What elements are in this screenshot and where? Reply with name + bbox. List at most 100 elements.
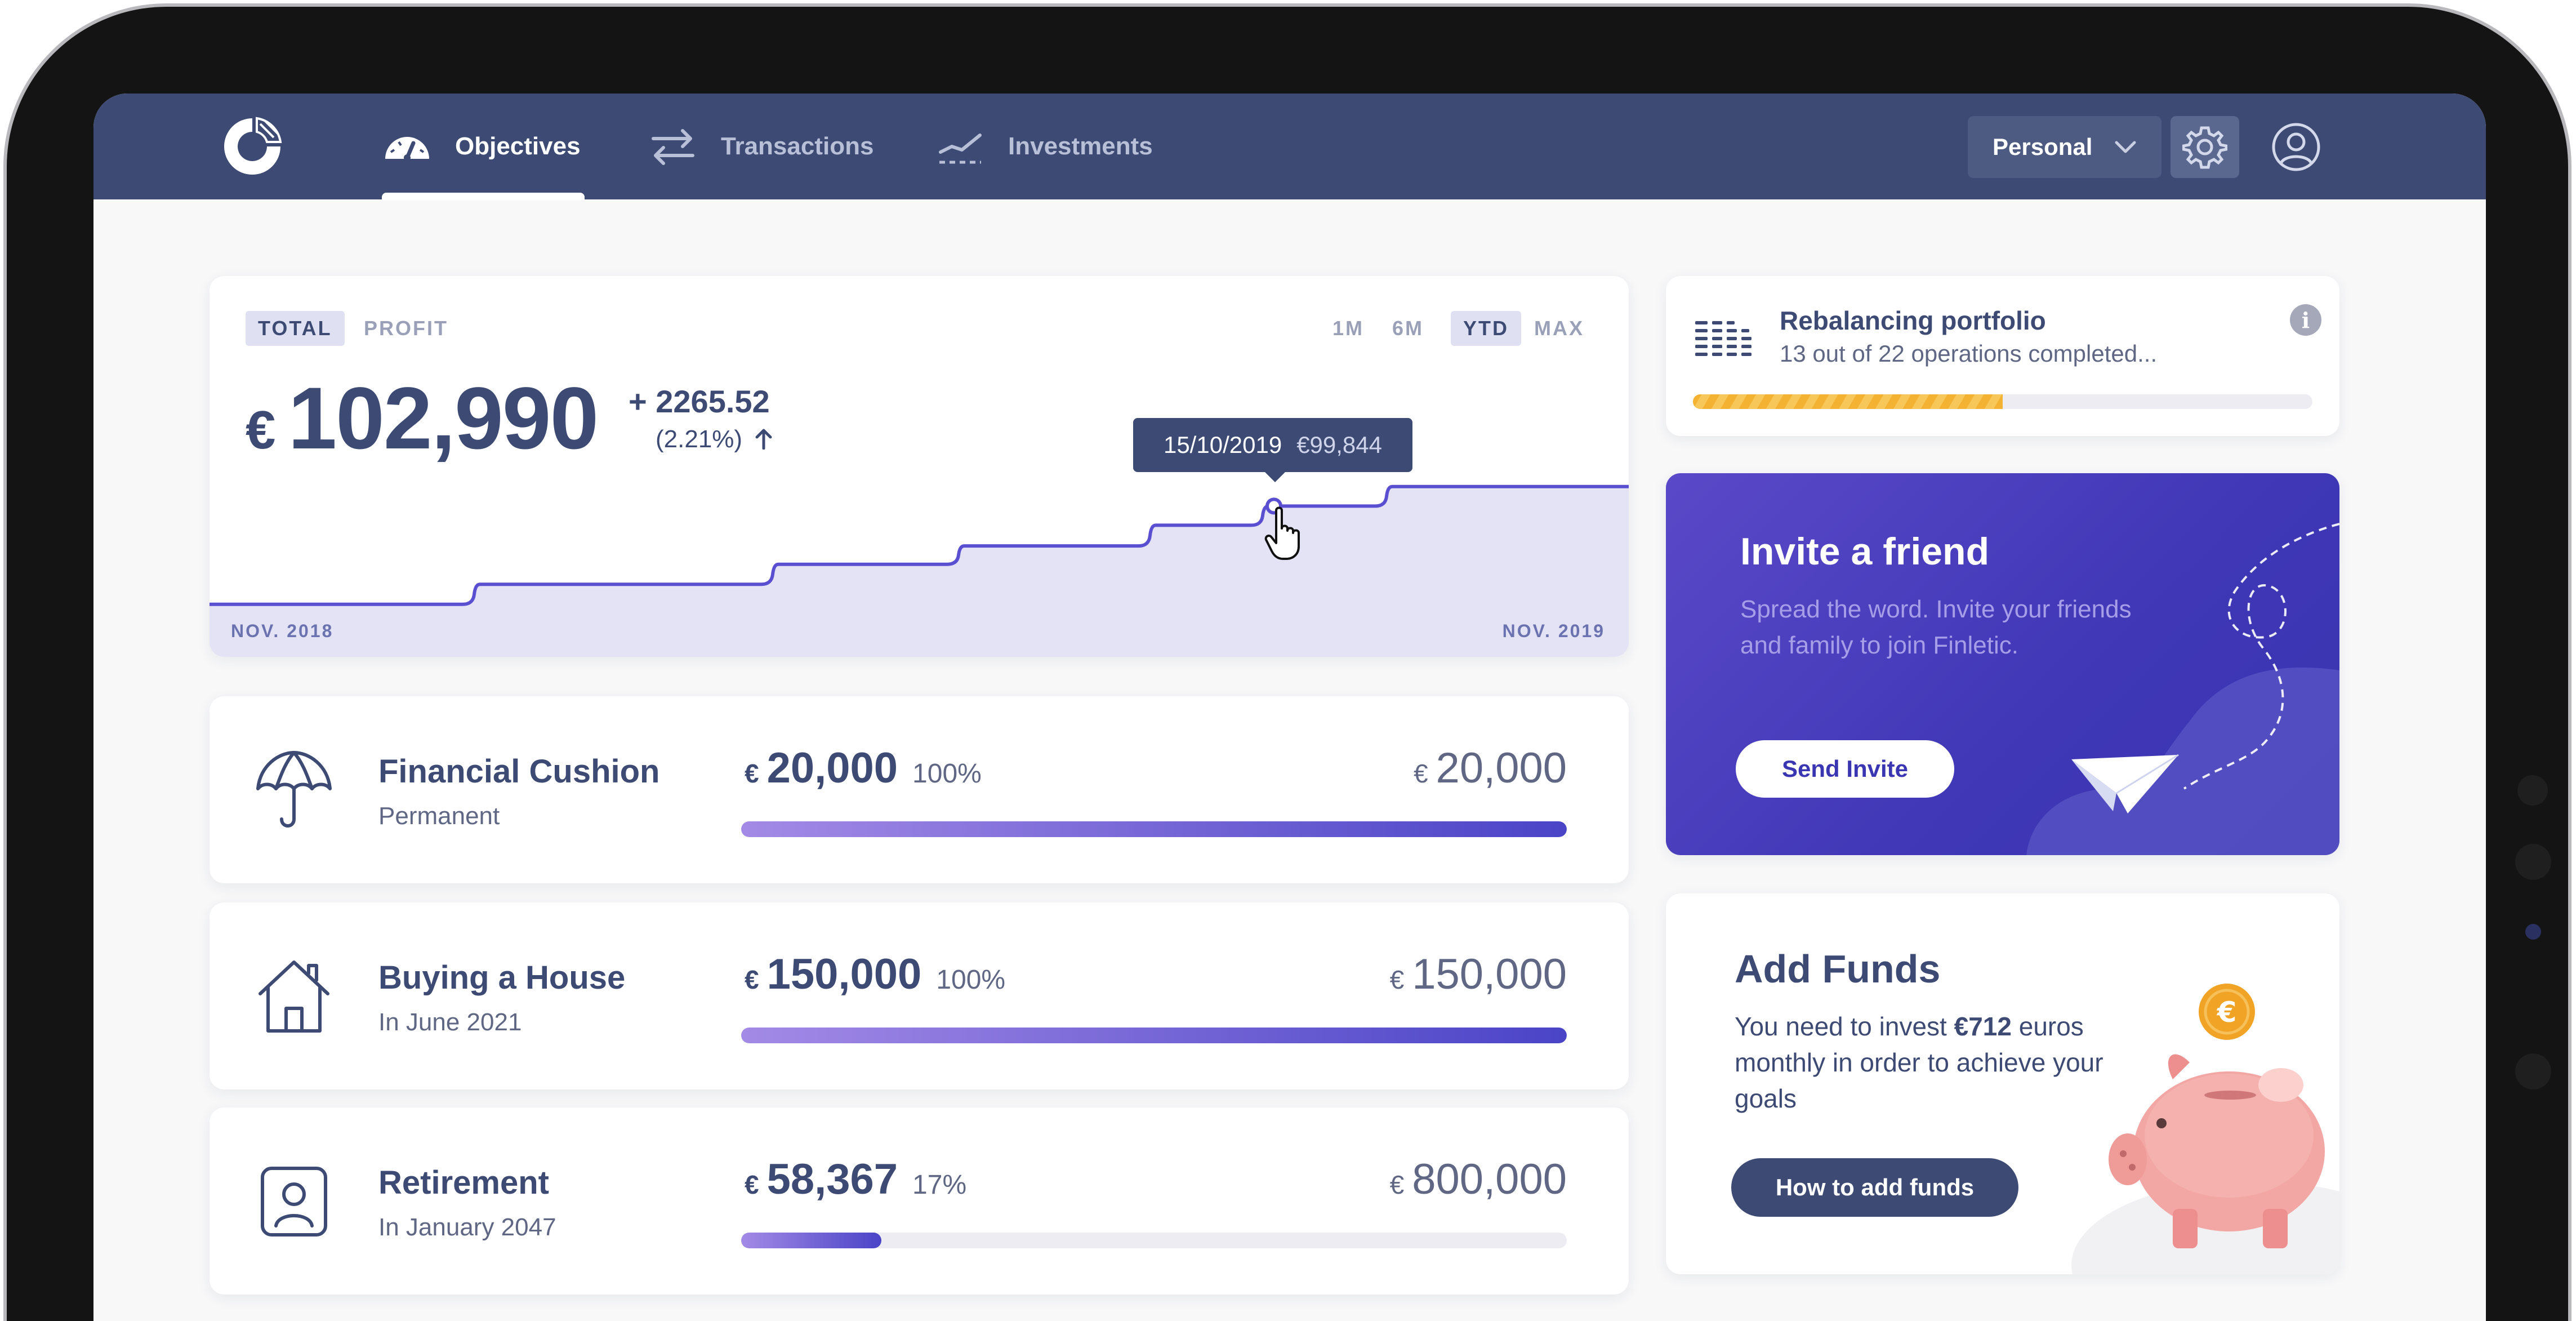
user-circle-icon <box>2272 123 2320 171</box>
arrow-up-icon <box>755 429 772 450</box>
line-chart-icon <box>939 134 982 164</box>
nav-transactions[interactable]: Transactions <box>648 94 873 199</box>
toggle-total[interactable]: TOTAL <box>246 311 345 346</box>
range-1m[interactable]: 1M <box>1332 317 1365 340</box>
goal-target-value: 800,000 <box>1412 1155 1567 1203</box>
goal-target-amount: € 800,000 <box>1390 1155 1567 1204</box>
goal-card-buying-a-house[interactable]: Buying a House In June 2021 € 150,000 10… <box>210 902 1629 1089</box>
server-stack-icon <box>1695 321 1751 356</box>
goal-card-financial-cushion[interactable]: Financial Cushion Permanent € 20,000 100… <box>210 696 1629 883</box>
goal-progress-fill <box>741 1028 1567 1043</box>
goal-current-amount: € 58,367 17% <box>745 1155 966 1204</box>
settings-button[interactable] <box>2171 116 2239 178</box>
pointer-cursor-icon <box>1264 506 1300 560</box>
goal-percent: 17% <box>912 1170 967 1200</box>
goal-subtitle: In June 2021 <box>378 1008 522 1036</box>
info-icon[interactable]: i <box>2290 304 2321 336</box>
chart-start-label: NOV. 2018 <box>231 621 334 641</box>
goal-amount-value: 20,000 <box>766 744 898 792</box>
goal-target-value: 150,000 <box>1412 950 1567 998</box>
nav-label: Transactions <box>721 132 874 160</box>
speedometer-icon <box>385 137 429 161</box>
invite-title: Invite a friend <box>1740 530 1990 573</box>
funds-text-suffix: euros monthly in order to achieve your g… <box>1735 1012 2103 1113</box>
currency-symbol: € <box>745 965 759 994</box>
tooltip-value: €99,844 <box>1296 432 1383 458</box>
currency-symbol: € <box>246 400 276 460</box>
goal-progress-bar <box>741 821 1567 837</box>
total-value: € 102,990 <box>246 368 599 469</box>
toggle-profit[interactable]: PROFIT <box>364 317 448 340</box>
goal-target-amount: € 20,000 <box>1414 744 1567 793</box>
top-navigation-bar: Objectives Transactions Investments Pers… <box>93 94 2486 201</box>
svg-text:€: € <box>2217 996 2237 1029</box>
paper-plane-illustration <box>2026 523 2339 855</box>
add-funds-description: You need to invest €712 euros monthly in… <box>1735 1008 2163 1117</box>
chevron-down-icon <box>2115 141 2136 153</box>
goal-name: Financial Cushion <box>378 753 660 790</box>
currency-symbol: € <box>745 1170 759 1199</box>
change-amount: + 2265.52 <box>629 384 770 419</box>
goal-card-retirement[interactable]: Retirement In January 2047 € 58,367 17% … <box>210 1107 1629 1295</box>
goal-current-amount: € 20,000 100% <box>745 744 982 793</box>
account-selector[interactable]: Personal <box>1968 116 2161 178</box>
nav-label: Investments <box>1008 132 1153 160</box>
change-percent: (2.21%) <box>656 425 743 453</box>
chart-end-label: NOV. 2019 <box>1502 621 1605 641</box>
add-funds-card: € Add Funds You need to invest €712 euro… <box>1666 893 2339 1274</box>
swap-arrows-icon <box>652 129 694 165</box>
gear-icon <box>2182 126 2227 169</box>
goal-name: Retirement <box>378 1164 549 1201</box>
rebalancing-title: Rebalancing portfolio <box>1780 306 2046 335</box>
house-icon <box>259 960 329 1033</box>
rebalancing-progress-fill <box>1693 394 2003 409</box>
chart-area <box>210 486 1629 657</box>
currency-symbol: € <box>1413 759 1428 788</box>
app-logo[interactable] <box>220 114 285 179</box>
device-camera <box>2525 924 2541 940</box>
how-to-add-funds-button[interactable]: How to add funds <box>1731 1158 2018 1217</box>
nav-investments[interactable]: Investments <box>935 94 1153 199</box>
device-side-button <box>2515 1053 2551 1089</box>
goal-target-amount: € 150,000 <box>1390 950 1567 999</box>
add-funds-title: Add Funds <box>1735 947 1941 991</box>
goal-amount-value: 150,000 <box>766 950 922 998</box>
range-max[interactable]: MAX <box>1534 317 1584 340</box>
chart-tooltip: 15/10/2019 €99,844 <box>1133 418 1412 482</box>
nav-objectives[interactable]: Objectives <box>382 94 581 199</box>
goal-progress-fill <box>741 821 1567 837</box>
currency-symbol: € <box>745 759 759 788</box>
goal-target-value: 20,000 <box>1436 744 1567 792</box>
currency-symbol: € <box>1389 965 1405 994</box>
goal-current-amount: € 150,000 100% <box>745 950 1005 999</box>
send-invite-button[interactable]: Send Invite <box>1736 740 1954 798</box>
rebalancing-card[interactable]: Rebalancing portfolio 13 out of 22 opera… <box>1666 276 2339 436</box>
goal-progress-fill <box>741 1233 882 1248</box>
funds-text-prefix: You need to invest <box>1735 1012 1954 1041</box>
total-amount: 102,990 <box>288 370 599 468</box>
range-6m[interactable]: 6M <box>1392 317 1424 340</box>
rebalancing-progress-bar <box>1693 394 2312 409</box>
invite-description: Spread the word. Invite your friends and… <box>1740 595 2132 659</box>
nav-label: Objectives <box>455 132 581 160</box>
change-percent-row: (2.21%) <box>656 425 774 453</box>
range-ytd[interactable]: YTD <box>1451 311 1521 346</box>
goal-progress-bar <box>741 1028 1567 1043</box>
portfolio-chart[interactable] <box>210 276 1629 657</box>
value-change: + 2265.52 (2.21%) <box>629 383 774 453</box>
profile-button[interactable] <box>2265 116 2327 178</box>
goal-percent: 100% <box>936 965 1006 995</box>
account-selector-label: Personal <box>1993 134 2093 160</box>
portfolio-summary-card: TOTAL PROFIT 1M 6M YTD MAX € 102,990 + 2… <box>210 276 1629 657</box>
piggy-bank-illustration: € <box>2071 984 2339 1274</box>
goal-subtitle: In January 2047 <box>378 1213 556 1241</box>
goal-amount-value: 58,367 <box>766 1155 898 1203</box>
goal-progress-bar <box>741 1233 1567 1248</box>
invite-friend-card: Invite a friend Spread the word. Invite … <box>1666 473 2339 855</box>
app-screen: Objectives Transactions Investments Pers… <box>93 94 2486 1321</box>
tooltip-date: 15/10/2019 <box>1163 432 1282 458</box>
nav-active-indicator <box>382 193 585 201</box>
monthly-investment-amount: €712 <box>1954 1012 2012 1041</box>
rebalancing-status: 13 out of 22 operations completed... <box>1780 340 2158 367</box>
currency-symbol: € <box>1389 1170 1405 1199</box>
